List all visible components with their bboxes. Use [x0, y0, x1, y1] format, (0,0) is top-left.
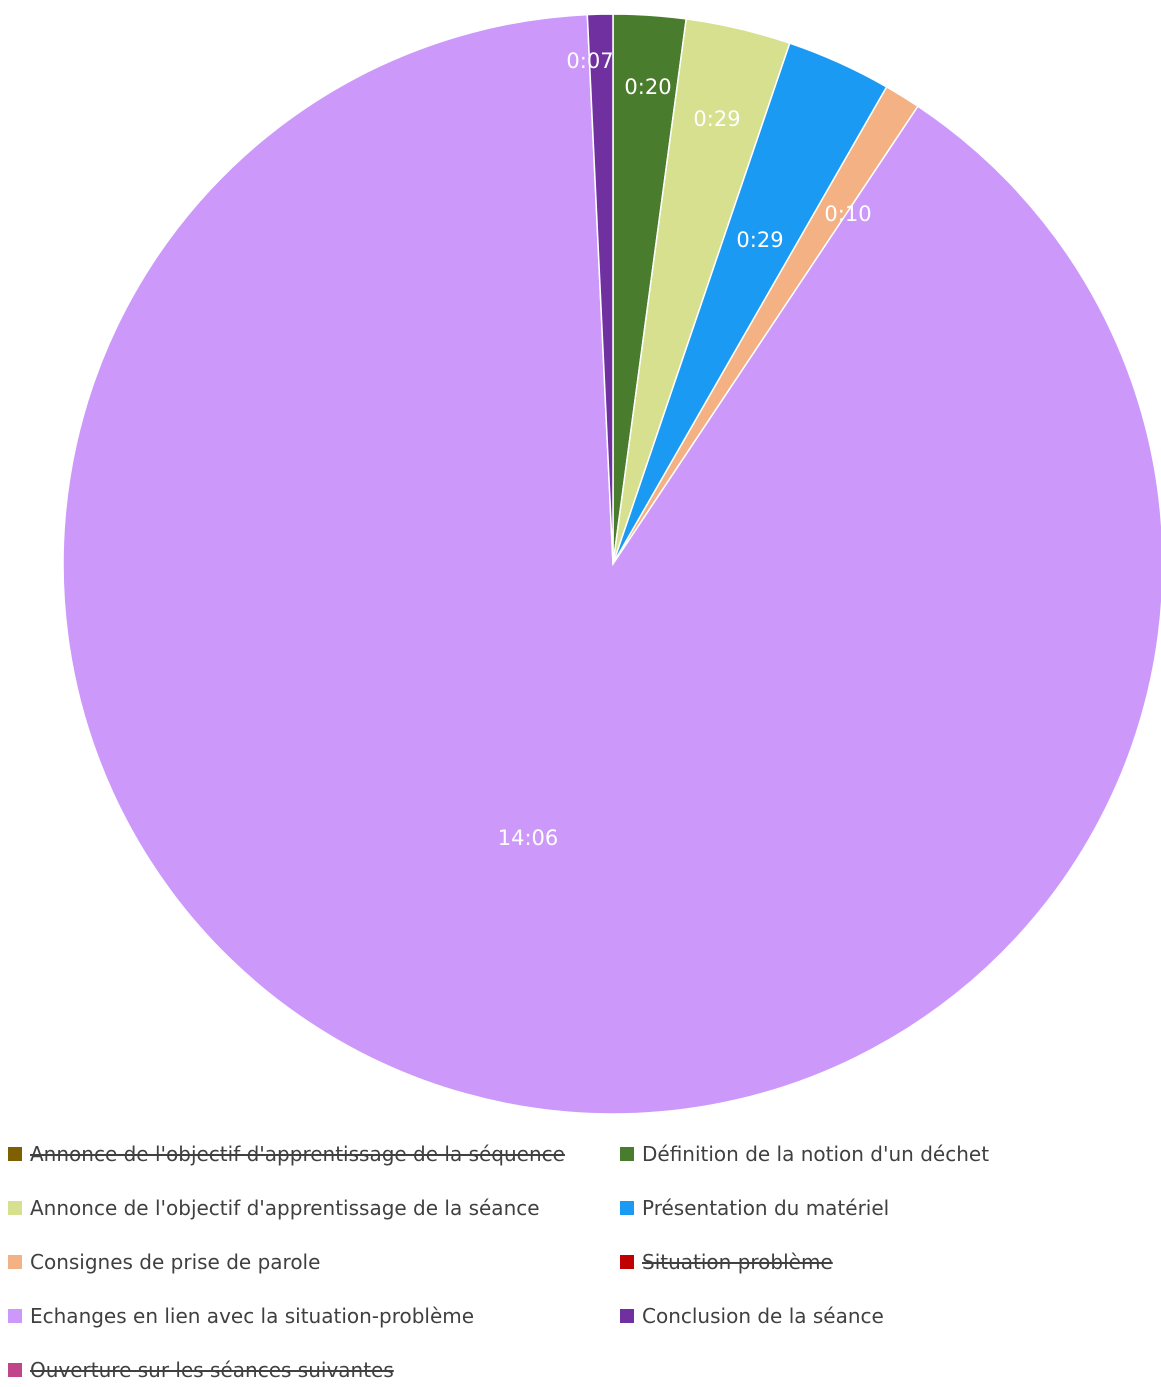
legend-swatch: [8, 1309, 22, 1323]
legend-item: Ouverture sur les séances suivantes: [8, 1358, 394, 1382]
legend-label: Echanges en lien avec la situation-probl…: [30, 1304, 475, 1328]
legend-swatch: [620, 1255, 634, 1269]
legend-item: Annonce de l'objectif d'apprentissage de…: [8, 1196, 540, 1220]
slice-data-label: 0:29: [736, 228, 783, 252]
legend-swatch: [8, 1363, 22, 1377]
legend-label: Conclusion de la séance: [642, 1304, 884, 1328]
legend-label: Ouverture sur les séances suivantes: [30, 1358, 394, 1382]
slice-data-label: 0:29: [693, 107, 740, 131]
pie-slice: [586, 13, 614, 565]
legend-item: Présentation du matériel: [620, 1196, 889, 1220]
slice-data-label: 14:06: [498, 826, 559, 850]
legend-swatch: [8, 1201, 22, 1215]
legend-swatch: [620, 1309, 634, 1323]
slice-data-label: 0:10: [824, 202, 871, 226]
legend-label: Annonce de l'objectif d'apprentissage de…: [30, 1142, 565, 1166]
legend-item: Annonce de l'objectif d'apprentissage de…: [8, 1142, 565, 1166]
slice-data-label: 0:07: [566, 49, 613, 73]
legend-label: Consignes de prise de parole: [30, 1250, 321, 1274]
legend-item: Consignes de prise de parole: [8, 1250, 320, 1274]
legend-item: Conclusion de la séance: [620, 1304, 884, 1328]
legend-swatch: [620, 1201, 634, 1215]
legend-swatch: [8, 1255, 22, 1269]
legend-swatch: [620, 1147, 634, 1161]
legend-label: Situation problème: [642, 1250, 833, 1274]
pie-chart: 0:20 0:29 0:29 0:10 14:06 0:07: [62, 13, 1161, 1115]
legend-item: Définition de la notion d'un déchet: [620, 1142, 989, 1166]
legend-swatch: [8, 1147, 22, 1161]
legend-item: Situation problème: [620, 1250, 833, 1274]
legend-item: Echanges en lien avec la situation-probl…: [8, 1304, 474, 1328]
legend-label: Annonce de l'objectif d'apprentissage de…: [30, 1196, 540, 1220]
slice-data-label: 0:20: [624, 75, 671, 99]
legend-label: Présentation du matériel: [642, 1196, 890, 1220]
legend-label: Définition de la notion d'un déchet: [642, 1142, 990, 1166]
